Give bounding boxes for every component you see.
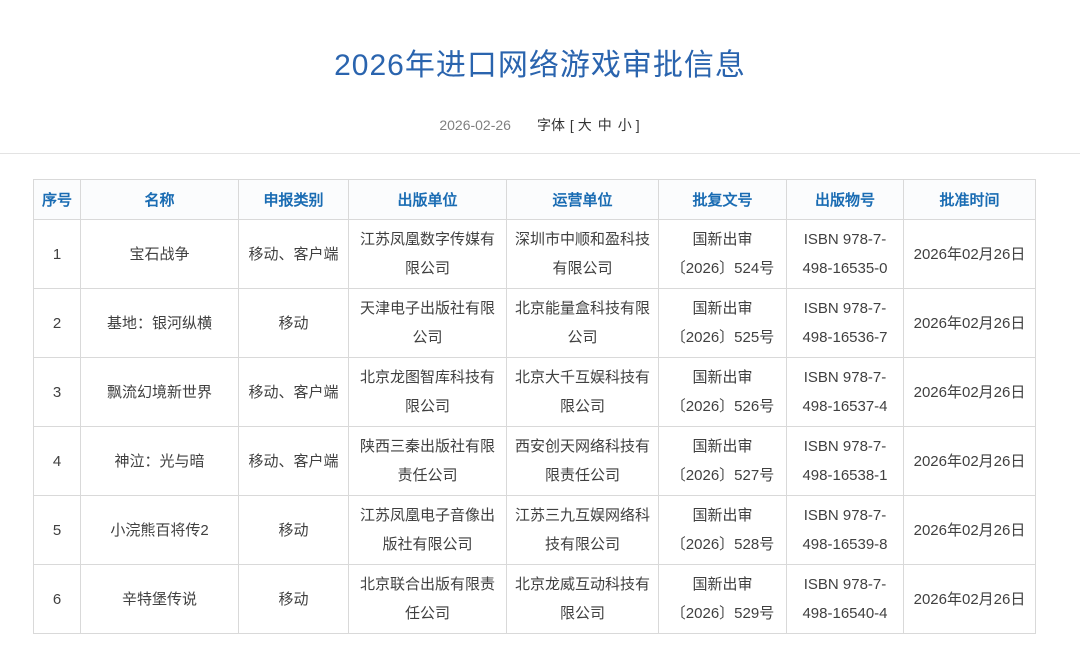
table-header-row: 序号 名称 申报类别 出版单位 运营单位 批复文号 出版物号 批准时间 [33,179,1036,220]
cell-approval-date: 2026年02月26日 [903,495,1036,565]
cell-approval-date: 2026年02月26日 [903,426,1036,496]
font-control-label: 字体 [536,117,565,133]
cell-operator: 深圳市中顺和盈科技 有限公司 [506,219,659,289]
cell-approval-no: 国新出审 〔2026〕526号 [658,357,787,427]
table-row: 5 小浣熊百将传2 移动 江苏凤凰电子音像出 版社有限公司 江苏三九互娱网络科 技有限公… [33,495,1036,565]
cell-category: 移动 [238,564,349,634]
cell-name: 基地：银河纵横 [80,288,239,358]
cell-approval-date: 2026年02月26日 [903,564,1036,634]
cell-category: 移动 [238,495,349,565]
cell-publisher: 天津电子出版社有限 公司 [348,288,507,358]
publish-date: 2026-02-26 [439,117,511,133]
column-header: 出版单位 [348,179,507,220]
cell-name: 辛特堡传说 [80,564,239,634]
cell-approval-no: 国新出审 〔2026〕525号 [658,288,787,358]
table-row: 3 飘流幻境新世界 移动、客户端 北京龙图智库科技有 限公司 北京大千互娱科技有 限公司… [33,357,1036,427]
cell-isbn: ISBN 978-7- 498-16539-8 [786,495,904,565]
meta-line: 2026-02-26 字体 [大中小] [0,115,1080,135]
cell-no: 4 [33,426,81,496]
cell-name: 小浣熊百将传2 [80,495,239,565]
column-header: 申报类别 [238,179,349,220]
font-size-small-link[interactable]: 小 [617,117,632,133]
cell-approval-no: 国新出审 〔2026〕524号 [658,219,787,289]
cell-no: 2 [33,288,81,358]
cell-publisher: 陕西三秦出版社有限 责任公司 [348,426,507,496]
approval-table: 序号 名称 申报类别 出版单位 运营单位 批复文号 出版物号 批准时间 1 宝石战争 移动、客户端… [33,179,1036,634]
font-size-medium-link[interactable]: 中 [597,117,612,133]
column-header: 批复文号 [658,179,787,220]
table-row: 6 辛特堡传说 移动 北京联合出版有限责 任公司 北京龙威互动科技有 限公司 国新出审 〔… [33,564,1036,634]
cell-category: 移动、客户端 [238,219,349,289]
cell-operator: 江苏三九互娱网络科 技有限公司 [506,495,659,565]
cell-isbn: ISBN 978-7- 498-16536-7 [786,288,904,358]
page: 2026年进口网络游戏审批信息 2026-02-26 字体 [大中小] 序号 名称申… [0,40,1080,634]
table-row: 4 神泣：光与暗 移动、客户端 陕西三秦出版社有限 责任公司 西安创天网络科技有 限责任… [33,426,1036,496]
cell-isbn: ISBN 978-7- 498-16540-4 [786,564,904,634]
cell-name: 神泣：光与暗 [80,426,239,496]
cell-isbn: ISBN 978-7- 498-16538-1 [786,426,904,496]
cell-publisher: 江苏凤凰数字传媒有 限公司 [348,219,507,289]
cell-publisher: 江苏凤凰电子音像出 版社有限公司 [348,495,507,565]
column-header: 序号 [33,179,81,220]
cell-no: 3 [33,357,81,427]
cell-approval-date: 2026年02月26日 [903,219,1036,289]
cell-no: 1 [33,219,81,289]
column-header: 名称 [80,179,239,220]
cell-approval-no: 国新出审 〔2026〕528号 [658,495,787,565]
cell-category: 移动、客户端 [238,426,349,496]
cell-approval-date: 2026年02月26日 [903,357,1036,427]
cell-approval-date: 2026年02月26日 [903,288,1036,358]
cell-category: 移动 [238,288,349,358]
cell-name: 飘流幻境新世界 [80,357,239,427]
cell-category: 移动、客户端 [238,357,349,427]
page-title: 2026年进口网络游戏审批信息 [334,49,746,82]
cell-isbn: ISBN 978-7- 498-16535-0 [786,219,904,289]
font-size-control: 字体 [大中小] [537,117,641,133]
table-row: 2 基地：银河纵横 移动 天津电子出版社有限 公司 北京能量盒科技有限 公司 国新出审 〔… [33,288,1036,358]
column-header: 出版物号 [786,179,904,220]
bracket-close: ] [635,117,640,133]
bracket-open: [ [569,117,574,133]
cell-no: 6 [33,564,81,634]
cell-name: 宝石战争 [80,219,239,289]
cell-operator: 北京大千互娱科技有 限公司 [506,357,659,427]
cell-operator: 北京能量盒科技有限 公司 [506,288,659,358]
cell-publisher: 北京联合出版有限责 任公司 [348,564,507,634]
cell-approval-no: 国新出审 〔2026〕529号 [658,564,787,634]
cell-approval-no: 国新出审 〔2026〕527号 [658,426,787,496]
cell-operator: 北京龙威互动科技有 限公司 [506,564,659,634]
cell-isbn: ISBN 978-7- 498-16537-4 [786,357,904,427]
cell-no: 5 [33,495,81,565]
font-size-large-link[interactable]: 大 [577,117,592,133]
cell-operator: 西安创天网络科技有 限责任公司 [506,426,659,496]
column-header: 批准时间 [903,179,1036,220]
cell-publisher: 北京龙图智库科技有 限公司 [348,357,507,427]
table-body: 1 宝石战争 移动、客户端 江苏凤凰数字传媒有 限公司 深圳市中顺和盈科技 有限公司 国新… [33,219,1036,634]
column-header: 运营单位 [506,179,659,220]
divider-line [0,153,1080,154]
table-row: 1 宝石战争 移动、客户端 江苏凤凰数字传媒有 限公司 深圳市中顺和盈科技 有限公司 国新… [33,219,1036,289]
